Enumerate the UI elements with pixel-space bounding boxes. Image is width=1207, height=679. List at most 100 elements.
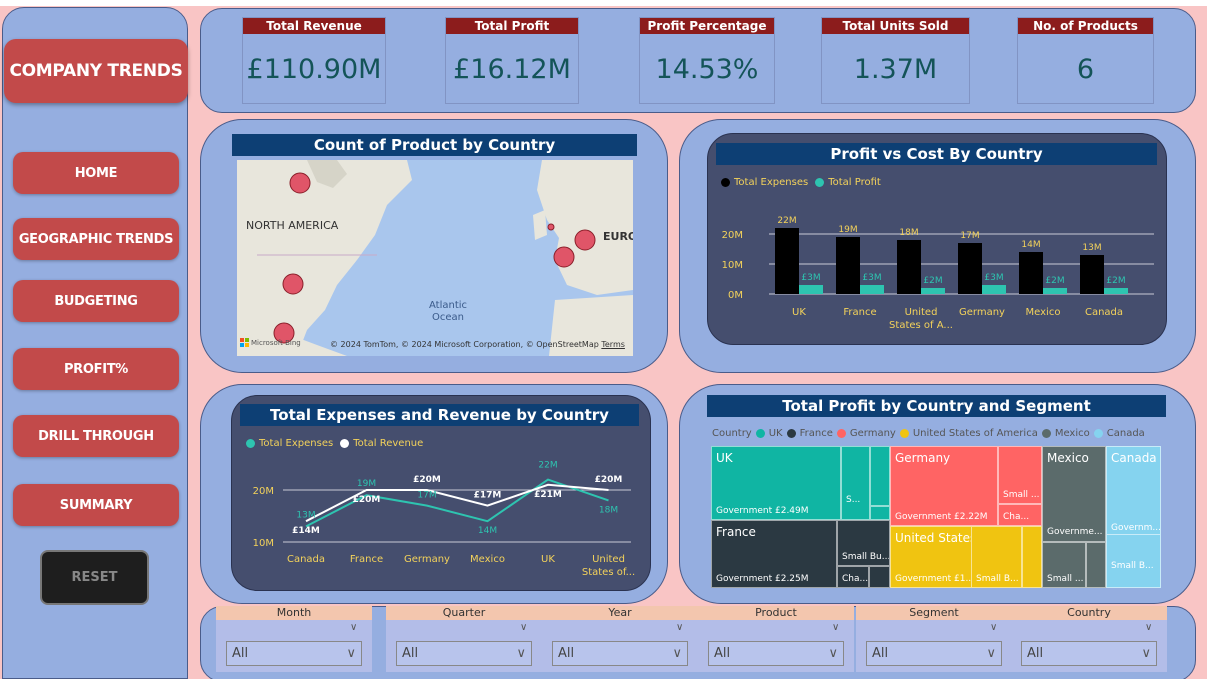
profit-cost-legend: Total Expenses Total Profit (721, 177, 881, 188)
legend-label: UK (768, 428, 783, 439)
map-terms-link[interactable]: Terms (601, 340, 625, 349)
tile-uk-other[interactable] (870, 506, 890, 520)
chevron-down-icon[interactable]: ∨ (350, 622, 358, 633)
filter-dropdown[interactable]: All ∨ (552, 641, 688, 666)
filter-value: All (872, 646, 889, 661)
treemap-title: Total Profit by Country and Segment (707, 395, 1166, 417)
y-tick-label: 10M (253, 538, 274, 549)
brand-title: COMPANY TRENDS (4, 39, 188, 103)
tile-uk-small-business[interactable]: S... (841, 446, 870, 520)
filter-dropdown[interactable]: All ∨ (226, 641, 362, 666)
filter-country: Country ∨ All ∨ (1011, 606, 1167, 672)
kpi-value: 1.37M (853, 54, 938, 85)
marker-canada (289, 172, 311, 194)
tile-usa-channel[interactable] (1022, 526, 1042, 588)
central-america-land (277, 330, 347, 356)
chevron-down-icon[interactable]: ∨ (1145, 622, 1153, 633)
chevron-down-icon[interactable]: ∨ (520, 622, 528, 633)
x-tick-label: Canada (287, 554, 325, 565)
bar-profit (799, 285, 823, 294)
filter-dropdown[interactable]: All ∨ (708, 641, 844, 666)
map-visual[interactable]: NORTH AMERICA EURO Atlantic Ocean Micros… (237, 160, 633, 356)
data-label-expenses: 22M (777, 216, 796, 226)
tile-france-small-business[interactable]: Small Bu... (837, 520, 890, 566)
tile-germany-small-business[interactable]: Small ... (998, 446, 1042, 504)
data-label-expenses: 13M (1082, 243, 1101, 253)
tile-mexico-channel[interactable] (1086, 542, 1106, 588)
tile-label: Governme... (1047, 527, 1103, 537)
chevron-down-icon: ∨ (672, 646, 682, 661)
x-tick-label: France (843, 307, 876, 318)
data-label-revenue: £21M (534, 490, 562, 500)
treemap-legend-title: Country (712, 428, 752, 439)
profit-cost-chart: 20M 10M 0M 22M £3M UK 19M £3M France 18M £2M United… (722, 216, 1154, 331)
data-label-expenses: 14M (478, 526, 497, 536)
x-tick-label: United (592, 554, 625, 565)
data-label-revenue: £20M (413, 475, 441, 485)
chevron-down-icon: ∨ (828, 646, 838, 661)
filter-dropdown[interactable]: All ∨ (396, 641, 532, 666)
chevron-down-icon: ∨ (516, 646, 526, 661)
tile-name-mexico: Mexico (1047, 451, 1089, 465)
nav-budgeting-button[interactable]: BUDGETING (13, 280, 179, 322)
exp-rev-title: Total Expenses and Revenue by Country (240, 404, 639, 426)
legend-dot-revenue (340, 439, 350, 448)
tile-mexico-small-business[interactable]: Small ... (1042, 542, 1086, 588)
filter-label: Month (216, 606, 372, 620)
data-label-profit: £2M (1045, 276, 1064, 286)
nav-geographic-trends-button[interactable]: GEOGRAPHIC TRENDS (13, 218, 179, 260)
chevron-down-icon[interactable]: ∨ (676, 622, 684, 633)
filter-dropdown[interactable]: All ∨ (866, 641, 1002, 666)
nav-drill-through-button[interactable]: DRILL THROUGH (13, 415, 179, 457)
bar-expenses (1080, 255, 1104, 294)
bar-expenses (958, 243, 982, 294)
tile-uk-government[interactable]: UK Government £2.49M (711, 446, 841, 520)
tile-mexico-government[interactable]: Mexico Governme... (1042, 446, 1106, 542)
tile-label: S... (846, 495, 861, 505)
x-tick-label: Mexico (1026, 307, 1061, 318)
tile-label: Government £2.25M (716, 574, 809, 584)
filter-value: All (1027, 646, 1044, 661)
chevron-down-icon[interactable]: ∨ (990, 622, 998, 633)
data-label-revenue: £17M (474, 491, 502, 501)
tile-uk-channel[interactable] (870, 446, 890, 506)
filter-dropdown[interactable]: All ∨ (1021, 641, 1157, 666)
kpi-value: £110.90M (246, 54, 382, 85)
tile-canada-government[interactable]: Canada Governm... (1106, 446, 1161, 542)
map-svg (237, 160, 633, 356)
tile-usa-government[interactable]: United States of America Government £1..… (890, 526, 972, 588)
legend-dot-canada (1093, 429, 1103, 438)
kpi-card-total-profit: Total Profit £16.12M (445, 17, 579, 104)
tile-germany-government[interactable]: Germany Government £2.22M (890, 446, 998, 526)
tile-france-channel[interactable]: Cha... (837, 566, 869, 588)
data-label-expenses: 19M (357, 479, 376, 489)
nav-summary-button[interactable]: SUMMARY (13, 484, 179, 526)
kpi-label: No. of Products (1018, 18, 1153, 34)
tile-france-other[interactable] (869, 566, 890, 588)
legend-label: Canada (1106, 428, 1145, 439)
chevron-down-icon[interactable]: ∨ (832, 622, 840, 633)
bar-profit (1104, 288, 1128, 294)
line-revenue (305, 483, 609, 523)
legend-label: United States of America (912, 428, 1038, 439)
filter-label: Year (542, 606, 698, 620)
window-top-strip (0, 0, 1207, 6)
filter-body: ∨ All ∨ (1011, 620, 1167, 672)
tile-canada-small-business[interactable]: Small B... (1106, 534, 1161, 588)
tile-label: Government £2.49M (716, 506, 809, 516)
nav-profit-percent-button[interactable]: PROFIT% (13, 348, 179, 390)
map-logo: Microsoft Bing (240, 338, 301, 347)
filter-segment: Segment ∨ All ∨ (856, 606, 1012, 672)
x-tick-label: United (905, 307, 938, 318)
y-tick-label: 0M (728, 290, 743, 301)
tile-germany-channel[interactable]: Cha... (998, 504, 1042, 526)
tile-usa-small-business[interactable]: Small B... (972, 526, 1022, 588)
tile-name-canada: Canada (1111, 451, 1157, 465)
reset-button[interactable]: RESET (40, 550, 149, 605)
nav-home-button[interactable]: HOME (13, 152, 179, 194)
tile-label: Small ... (1047, 574, 1084, 584)
exp-rev-legend: Total Expenses Total Revenue (246, 438, 423, 449)
tile-name-uk: UK (716, 451, 733, 465)
tile-france-government[interactable]: France Government £2.25M (711, 520, 837, 588)
tile-name-usa: United States of America (895, 531, 971, 545)
